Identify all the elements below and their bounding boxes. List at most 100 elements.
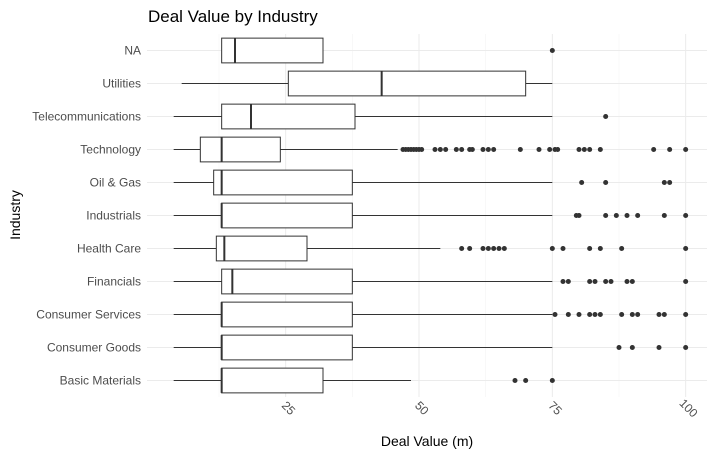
outlier-point — [683, 246, 689, 251]
outlier-point — [613, 213, 619, 218]
outlier-point — [587, 246, 593, 251]
outlier-point — [523, 378, 529, 383]
outlier-point — [565, 279, 571, 284]
outlier-point — [467, 246, 473, 251]
y-tick-label: Basic Materials — [60, 374, 141, 388]
outlier-point — [592, 312, 598, 317]
outlier-point — [587, 147, 593, 152]
iqr-box — [215, 235, 308, 262]
y-tick-label: Health Care — [77, 242, 141, 256]
outlier-point — [517, 147, 523, 152]
outlier-point — [635, 213, 641, 218]
outlier-point — [565, 312, 571, 317]
boxplot-basic-materials — [173, 367, 555, 394]
outlier-point — [603, 180, 609, 185]
outlier-point — [683, 147, 689, 152]
outlier-point — [536, 147, 542, 152]
y-tick-label: NA — [124, 44, 141, 58]
y-tick-label: Industrials — [86, 209, 141, 223]
outlier-point — [491, 147, 497, 152]
outlier-point — [485, 246, 491, 251]
iqr-box — [221, 268, 353, 295]
outlier-point — [661, 213, 667, 218]
outlier-point — [459, 147, 465, 152]
outlier-point — [480, 147, 486, 152]
outlier-point — [619, 246, 625, 251]
outlier-point — [587, 312, 593, 317]
outlier-point — [667, 147, 673, 152]
y-tick-label: Consumer Goods — [47, 341, 141, 355]
x-tick-label: 100 — [676, 396, 700, 420]
chart-title: Deal Value by Industry — [148, 7, 318, 26]
y-tick-label: Financials — [87, 275, 141, 289]
iqr-box — [221, 334, 353, 361]
outlier-point — [683, 279, 689, 284]
x-tick-labels: 25 50 75 100 — [279, 396, 701, 420]
outlier-point — [592, 279, 598, 284]
outlier-point — [635, 312, 641, 317]
iqr-box — [287, 70, 527, 97]
outlier-point — [437, 147, 443, 152]
outlier-point — [549, 378, 555, 383]
outlier-point — [579, 180, 585, 185]
outlier-point — [432, 147, 438, 152]
boxplot-consumer-services — [173, 301, 689, 328]
iqr-box — [221, 103, 356, 130]
boxplot-consumer-goods — [173, 334, 689, 361]
outlier-point — [549, 48, 555, 53]
outlier-point — [683, 312, 689, 317]
x-tick-label: 50 — [412, 398, 432, 418]
outlier-point — [597, 246, 603, 251]
outlier-point — [587, 279, 593, 284]
outlier-point — [656, 312, 662, 317]
outlier-point — [453, 147, 459, 152]
x-tick-label: 75 — [545, 398, 565, 418]
boxplot-oil-gas — [173, 169, 673, 196]
outlier-point — [512, 378, 518, 383]
outlier-point — [576, 312, 582, 317]
outlier-point — [683, 213, 689, 218]
outlier-point — [597, 312, 603, 317]
outlier-point — [547, 147, 553, 152]
outlier-point — [443, 147, 449, 152]
outlier-point — [624, 279, 630, 284]
outlier-point — [629, 345, 635, 350]
outlier-point — [661, 312, 667, 317]
outlier-point — [608, 279, 614, 284]
y-tick-label: Consumer Services — [36, 308, 141, 322]
outlier-point — [683, 345, 689, 350]
outlier-point — [419, 147, 425, 152]
boxplot-utilities — [181, 70, 553, 97]
y-tick-label: Telecommunications — [32, 110, 141, 124]
iqr-box — [221, 202, 353, 229]
outlier-point — [480, 246, 486, 251]
boxplot-na — [221, 37, 555, 64]
iqr-box — [221, 37, 324, 64]
outlier-point — [459, 246, 465, 251]
y-tick-label: Technology — [80, 143, 141, 157]
outlier-point — [496, 246, 502, 251]
outlier-point — [552, 312, 558, 317]
boxplot-technology — [173, 136, 689, 163]
outlier-point — [501, 246, 507, 251]
boxplot-telecommunications — [173, 103, 609, 130]
outlier-point — [560, 246, 566, 251]
iqr-box — [199, 136, 281, 163]
box-layer — [173, 37, 689, 394]
outlier-point — [597, 147, 603, 152]
outlier-point — [576, 147, 582, 152]
x-tick-label: 25 — [279, 398, 299, 418]
outlier-point — [619, 312, 625, 317]
outlier-point — [629, 279, 635, 284]
y-axis-title: Industry — [7, 190, 23, 240]
y-tick-label: Utilities — [102, 77, 141, 91]
outlier-point — [549, 246, 555, 251]
outlier-point — [576, 213, 582, 218]
boxplot-financials — [173, 268, 689, 295]
y-tick-labels: NA Utilities Telecommunications Technology O… — [32, 44, 141, 388]
boxplot-health-care — [173, 235, 689, 262]
iqr-box — [213, 169, 353, 196]
outlier-point — [485, 147, 491, 152]
outlier-point — [603, 213, 609, 218]
